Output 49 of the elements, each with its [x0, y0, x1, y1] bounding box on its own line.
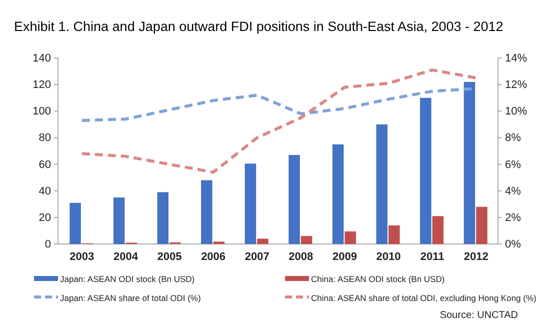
x-tick-label: 2005	[157, 250, 182, 263]
y-tick-label: 80	[38, 132, 51, 144]
bar	[288, 154, 300, 244]
bar	[476, 206, 488, 244]
bar	[300, 236, 312, 244]
y-tick-label: 120	[32, 79, 51, 92]
legend-label: Japan: ASEAN share of total ODI (%)	[60, 293, 201, 303]
x-tick-label: 2003	[70, 250, 94, 263]
y2-tick-label: 6%	[505, 158, 522, 171]
y2-tick-label: 8%	[505, 132, 522, 144]
bar	[201, 180, 212, 244]
x-tick-label: 2004	[113, 250, 139, 263]
x-tick-label: 2006	[201, 250, 226, 263]
bar	[420, 98, 432, 244]
bar	[464, 82, 476, 244]
line-series	[80, 68, 478, 174]
bar	[332, 144, 344, 244]
bar	[257, 238, 268, 244]
legend-label: Japan: ASEAN ODI stock (Bn USD)	[60, 274, 195, 284]
chart-title: Exhibit 1. China and Japan outward FDI positions in South-East Asia, 2003 - 2012	[14, 19, 504, 34]
y-tick-label: 140	[32, 52, 51, 65]
x-tick-label: 2008	[288, 250, 314, 263]
y-tick-label: 20	[38, 212, 51, 224]
y2-tick-label: 0%	[505, 238, 522, 251]
x-tick-label: 2007	[244, 250, 270, 263]
bar	[113, 198, 125, 244]
y-tick-label: 0	[44, 238, 51, 251]
bar	[70, 202, 81, 244]
x-tick-label: 2009	[332, 250, 357, 263]
x-tick-label: 2010	[376, 250, 401, 263]
y2-tick-label: 14%	[505, 52, 528, 65]
y-tick-label: 100	[32, 106, 51, 118]
bar	[432, 216, 444, 244]
x-tick-label: 2011	[420, 250, 444, 263]
bar	[157, 192, 168, 244]
y-tick-label: 60	[38, 158, 51, 171]
y2-tick-label: 2%	[505, 212, 522, 224]
legend-label: China: ASEAN share of total ODI, excluding Hong Kong (%)	[311, 293, 537, 303]
y2-tick-label: 4%	[505, 185, 522, 198]
y-tick-label: 40	[38, 185, 51, 198]
bar	[244, 164, 256, 244]
source-note: Source: UNCTAD	[440, 310, 518, 321]
x-tick-label: 2012	[464, 250, 488, 263]
y2-tick-label: 12%	[505, 79, 528, 92]
y2-tick-label: 10%	[505, 106, 528, 118]
legend-label: China: ASEAN ODI stock (Bn USD)	[311, 274, 445, 284]
bar	[388, 225, 400, 244]
bar	[376, 124, 388, 244]
bar	[344, 231, 356, 244]
